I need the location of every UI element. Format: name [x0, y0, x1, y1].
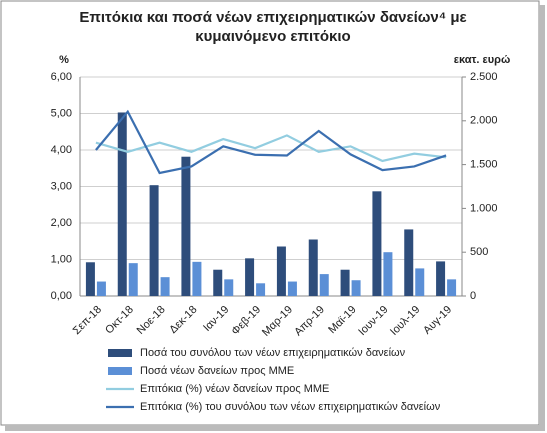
chart-title: Επιτόκια και ποσά νέων επιχειρηματικών δ… — [79, 9, 466, 26]
y2-tick-label: 1.000 — [470, 202, 498, 214]
bar — [372, 191, 382, 296]
shadow — [539, 5, 545, 429]
y-tick-label: 5,00 — [51, 107, 72, 119]
y2-axis-label: εκατ. ευρώ — [454, 54, 511, 66]
bar — [415, 268, 425, 296]
legend-label: Επιτόκια (%) του συνόλου των νέων επιχει… — [140, 401, 441, 413]
bar — [245, 258, 255, 296]
y-tick-label: 6,00 — [51, 71, 72, 83]
bar — [96, 281, 106, 296]
chart-title: κυμαινόμενο επιτόκιο — [195, 28, 350, 45]
legend-swatch — [108, 367, 132, 375]
y2-tick-label: 2.500 — [470, 71, 498, 83]
y2-tick-label: 0 — [470, 290, 476, 302]
bar — [224, 279, 234, 296]
legend-label: Ποσά του συνόλου των νέων επιχειρηματικώ… — [140, 347, 406, 359]
bar — [340, 269, 350, 296]
bar — [213, 269, 223, 296]
y-tick-label: 4,00 — [51, 144, 72, 156]
y-axis-label: % — [59, 54, 69, 66]
legend-label: Επιτόκια (%) νέων δανείων προς ΜΜΕ — [140, 383, 329, 395]
bar — [117, 112, 127, 296]
bar — [351, 280, 361, 296]
shadow — [5, 425, 545, 431]
bar — [308, 239, 318, 296]
line — [95, 109, 447, 175]
bar — [383, 252, 393, 296]
legend-swatch — [108, 349, 132, 357]
bar — [160, 277, 170, 296]
legend-label: Ποσά νέων δανείων προς ΜΜΕ — [140, 365, 294, 377]
bar — [319, 274, 329, 296]
bar — [436, 261, 446, 296]
bar — [256, 283, 266, 296]
y2-tick-label: 1.500 — [470, 159, 498, 171]
bar — [149, 185, 159, 296]
bar — [192, 261, 202, 296]
y-tick-label: 2,00 — [51, 217, 72, 229]
bar — [128, 263, 138, 296]
bar — [287, 281, 297, 296]
bar — [404, 229, 414, 296]
bar — [276, 246, 286, 296]
y-tick-label: 0,00 — [51, 290, 72, 302]
frame — [0, 0, 540, 426]
y2-tick-label: 2.000 — [470, 115, 498, 127]
y-tick-label: 1,00 — [51, 253, 72, 265]
bar — [447, 279, 457, 296]
bar — [85, 262, 95, 296]
y-tick-label: 3,00 — [51, 180, 72, 192]
bar — [181, 156, 191, 296]
y2-tick-label: 500 — [470, 246, 488, 258]
line — [95, 134, 447, 163]
